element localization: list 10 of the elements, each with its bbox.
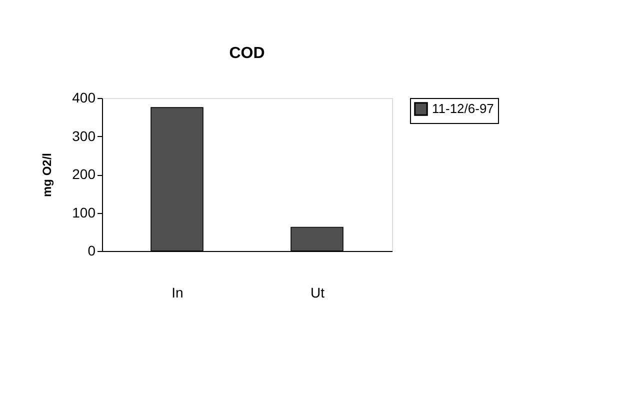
y-tick-label: 400 bbox=[72, 90, 96, 106]
y-tick-label: 0 bbox=[88, 242, 96, 258]
chart-title: COD bbox=[229, 45, 265, 62]
y-tick-label: 300 bbox=[72, 128, 96, 144]
y-tick-label: 200 bbox=[72, 166, 96, 182]
x-tick-label: In bbox=[172, 284, 184, 300]
x-tick-label: Ut bbox=[310, 284, 325, 300]
legend-label: 11-12/6-97 bbox=[432, 101, 494, 116]
y-axis-title: mg O2/l bbox=[40, 152, 54, 198]
y-tick-label: 100 bbox=[72, 204, 96, 220]
